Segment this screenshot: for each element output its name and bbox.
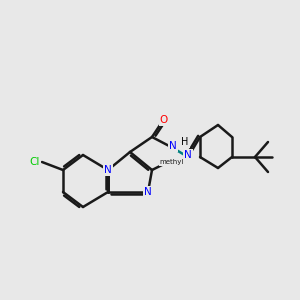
Text: H: H [181, 137, 189, 147]
Text: N: N [144, 187, 152, 197]
Text: O: O [160, 115, 168, 125]
Text: Cl: Cl [30, 157, 40, 167]
Text: N: N [184, 150, 192, 160]
Text: N: N [104, 165, 112, 175]
Text: methyl: methyl [160, 159, 184, 165]
Text: N: N [169, 141, 177, 151]
